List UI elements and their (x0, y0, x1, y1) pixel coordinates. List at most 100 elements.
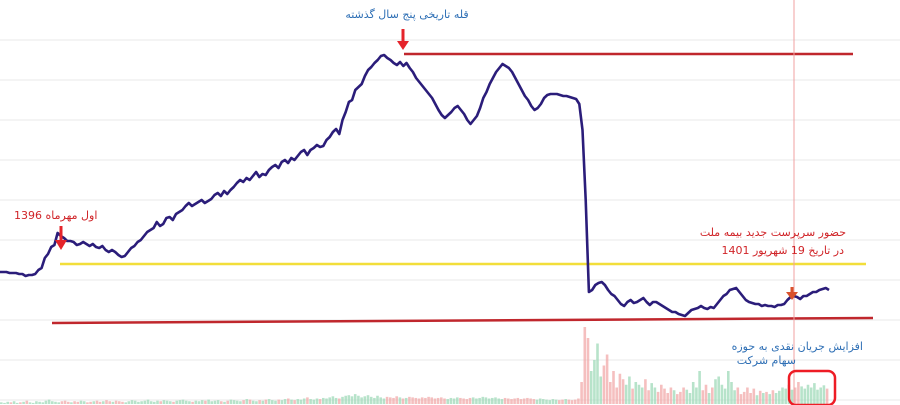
volume-bar (739, 394, 743, 404)
volume-bar (28, 402, 32, 404)
volume-bar (417, 398, 421, 404)
volume-bar (628, 376, 631, 404)
volume-bar (621, 379, 625, 404)
volume-bar (797, 382, 800, 404)
cashflow-label-line2: سهام شرکت (737, 354, 796, 367)
volume-bar (376, 395, 379, 404)
volume-bar (328, 397, 331, 404)
volume-bar (736, 387, 740, 404)
volume-bar (819, 387, 822, 404)
volume-bar (449, 397, 453, 404)
volume-bar (67, 401, 70, 404)
volume-bar (781, 387, 784, 404)
volume-bar (487, 398, 491, 404)
cashflow-label-line1: افزایش جریان نقدی به حوزه (732, 340, 863, 353)
supervisor-arrow (786, 287, 798, 300)
volume-bar (86, 402, 89, 404)
volume-bar (554, 399, 558, 404)
volume-bar (290, 399, 293, 404)
volume-bar (235, 400, 239, 404)
volume-bar (213, 400, 217, 404)
volume-bar (398, 397, 402, 404)
volume-bar (471, 397, 475, 404)
volume-bar (105, 400, 108, 404)
volume-bar (822, 385, 826, 404)
volume-bar (344, 395, 347, 404)
volume-bar (640, 387, 644, 404)
volume-bar (360, 397, 363, 404)
volume-bar (357, 395, 360, 404)
volume-bar (465, 399, 469, 404)
volume-bar (60, 401, 64, 404)
volume-bar (35, 401, 38, 404)
volume-bar (516, 397, 520, 404)
volume-bar (593, 360, 596, 404)
volume-bar (742, 391, 746, 404)
volume-bar (752, 388, 756, 404)
volume-bar (730, 382, 733, 404)
volume-bar (31, 402, 35, 404)
volume-bar (239, 401, 242, 404)
volume-bar (127, 401, 131, 404)
volume-bar (672, 390, 676, 404)
volume-bar (605, 354, 609, 404)
volume-bar (589, 371, 593, 404)
volume-bar (184, 400, 188, 404)
volume-bar (793, 387, 797, 404)
supervisor-label-line2: در تاریخ 19 شهریور 1401 (722, 244, 845, 257)
volume-bar (510, 399, 513, 404)
volume-bar (248, 399, 252, 404)
volume-bar (446, 399, 449, 404)
volume-bar (478, 397, 481, 404)
volume-bar (57, 402, 60, 404)
volume-bar (331, 396, 335, 404)
volume-bar (701, 390, 705, 404)
volume-bar (277, 399, 280, 404)
volume-bar (149, 401, 153, 404)
volume-bar (538, 398, 542, 404)
volume-bar (216, 400, 220, 404)
volume-bar (711, 387, 714, 404)
volume-bar (513, 398, 516, 404)
volume-bar (567, 399, 571, 404)
volume-bar (299, 399, 303, 404)
volume-bar (245, 399, 249, 404)
volume-bar (130, 400, 134, 404)
volume-bar (666, 393, 669, 404)
volume-bar (12, 401, 16, 404)
volume-bar (526, 397, 529, 404)
volume-bar (519, 399, 523, 404)
volume-bar (691, 382, 695, 404)
volume-bar (440, 397, 443, 404)
volume-bar (73, 401, 76, 404)
volume-bar (758, 390, 762, 404)
volume-bar (226, 400, 229, 404)
volume-bar (283, 399, 287, 404)
volume-bar (338, 398, 341, 404)
volume-bar (401, 398, 405, 404)
volume-bar (207, 399, 210, 404)
volume-bar (618, 373, 622, 404)
volume-bar (89, 401, 92, 404)
volume-bar (615, 387, 618, 404)
volume-bar (408, 396, 411, 404)
peak-label: قله تاریخی پنج سال گذشته (345, 8, 468, 21)
volume-bar (309, 399, 312, 404)
volume-bar (644, 379, 647, 404)
volume-bar (634, 382, 638, 404)
volume-bar (774, 393, 778, 404)
volume-bar (768, 394, 771, 404)
volume-bar (334, 397, 338, 404)
volume-bar (95, 400, 99, 404)
volume-bar (436, 397, 440, 404)
volume-bar (41, 402, 45, 404)
volume-bar (484, 397, 488, 404)
volume-bar (47, 399, 51, 404)
volume-bar (653, 387, 657, 404)
volume-bar (156, 400, 159, 404)
volume-bar (6, 401, 9, 404)
volume-bar (723, 388, 727, 404)
volume-bar (771, 390, 775, 404)
volume-bar (679, 391, 682, 404)
